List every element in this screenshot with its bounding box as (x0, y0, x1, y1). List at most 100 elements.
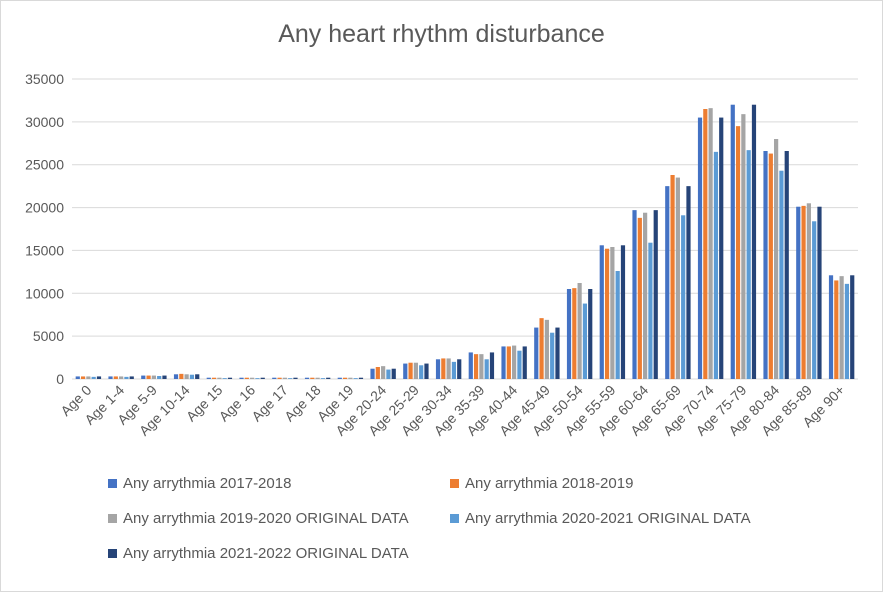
bar (572, 288, 577, 379)
legend-swatch (450, 514, 459, 523)
bar (348, 377, 353, 379)
bar (217, 377, 222, 379)
bar (315, 377, 320, 379)
bar (544, 319, 549, 379)
bar (337, 377, 342, 379)
legend-swatch (108, 514, 117, 523)
legend-label: Any arrythmia 2017-2018 (123, 475, 292, 492)
bar (391, 368, 396, 379)
legend-swatch (450, 479, 459, 488)
bar (222, 378, 227, 379)
bar (686, 186, 691, 379)
y-tick-label: 5000 (33, 328, 64, 344)
bar (484, 359, 489, 379)
bar (282, 377, 287, 379)
bar (599, 245, 604, 379)
bar (91, 376, 96, 379)
bar (403, 363, 408, 379)
y-tick-label: 0 (56, 371, 64, 387)
bar (141, 375, 146, 379)
bar (555, 327, 560, 379)
bar (806, 203, 811, 379)
legend-item: Any arrythmia 2021-2022 ORIGINAL DATA (108, 545, 409, 562)
bar (784, 151, 789, 379)
bar (288, 378, 293, 379)
bar (708, 108, 713, 379)
bar (517, 350, 522, 379)
bar (730, 104, 735, 380)
bar (844, 283, 850, 379)
bar (381, 366, 386, 379)
y-tick-label: 20000 (25, 200, 64, 216)
bar (86, 376, 91, 379)
bar (588, 289, 593, 379)
bar (489, 352, 495, 379)
bar (675, 177, 680, 379)
bar (162, 375, 167, 379)
legend-label: Any arrythmia 2021-2022 ORIGINAL DATA (123, 545, 409, 562)
bar (801, 205, 806, 379)
legend-item: Any arrythmia 2020-2021 ORIGINAL DATA (450, 510, 751, 527)
bar (615, 271, 620, 379)
bar (703, 109, 708, 379)
y-tick-label: 35000 (25, 71, 64, 87)
bar (446, 358, 451, 379)
bar (244, 377, 249, 379)
bar (119, 376, 124, 379)
bar (108, 376, 113, 379)
legend-item: Any arrythmia 2018-2019 (450, 475, 633, 492)
bar (735, 126, 741, 379)
bar (779, 170, 784, 379)
bar (828, 275, 834, 379)
y-tick-label: 10000 (25, 285, 64, 301)
bar (250, 377, 255, 379)
bar (124, 376, 129, 379)
bar (75, 376, 80, 379)
bar (604, 248, 610, 379)
bar (643, 212, 648, 379)
bar (637, 217, 642, 379)
bar (370, 368, 375, 379)
bar (665, 186, 670, 379)
bar (358, 377, 364, 379)
bar (184, 374, 189, 379)
bar (512, 345, 517, 379)
bar (620, 245, 626, 379)
bar (648, 242, 653, 379)
bar (681, 215, 686, 379)
bar (812, 221, 817, 379)
bar (211, 377, 217, 379)
bar (310, 377, 315, 379)
bar (763, 151, 768, 379)
bar (719, 117, 724, 379)
bar (582, 303, 588, 379)
legend-item: Any arrythmia 2017-2018 (108, 475, 291, 492)
bar (326, 377, 331, 379)
bar (146, 375, 151, 379)
bar (473, 354, 479, 379)
bar (157, 376, 162, 379)
bar (468, 352, 473, 379)
bar (419, 365, 424, 379)
bar (834, 280, 839, 379)
bar (227, 377, 233, 379)
bar (293, 377, 298, 379)
legend-label: Any arrythmia 2019-2020 ORIGINAL DATA (123, 510, 409, 527)
bar (774, 139, 779, 379)
bar (796, 206, 801, 379)
bar (817, 206, 822, 379)
bar (353, 378, 358, 379)
bar (375, 367, 380, 379)
bar (653, 210, 658, 379)
bar (632, 210, 637, 379)
bar (741, 114, 746, 379)
bar (451, 361, 457, 379)
bar (129, 376, 134, 379)
bar (342, 377, 348, 379)
bar (179, 373, 184, 379)
bar (534, 327, 539, 379)
bar (80, 376, 86, 379)
bar (320, 378, 326, 379)
bar (272, 377, 277, 379)
